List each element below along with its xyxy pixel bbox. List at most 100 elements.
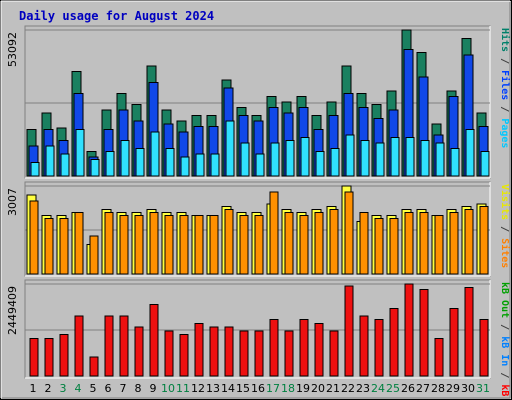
bar-pages-day-9 [150,131,160,177]
bar-pages-day-14 [225,120,235,177]
bar-pages-day-17 [270,142,280,177]
x-label-day-29: 29 [446,382,460,395]
bar-sites-day-28 [434,214,444,275]
bar-sites-day-10 [164,214,174,275]
bar-pages-day-29 [450,148,460,177]
bar-sites-day-22 [344,191,354,275]
bar-sites-day-8 [134,214,144,275]
bar-kbf-day-8 [134,326,144,377]
x-label-day-4: 4 [75,382,82,395]
bar-sites-day-18 [284,212,294,275]
bar-sites-day-31 [479,206,489,275]
bar-sites-day-16 [254,214,264,275]
legend-mid-item-1: / [499,220,510,238]
bar-sites-day-21 [329,209,339,275]
bar-sites-day-6 [104,212,114,275]
bar-kbf-day-7 [119,315,129,377]
bar-kbf-day-5 [89,356,99,377]
bar-pages-day-31 [480,150,490,177]
bar-pages-day-1 [30,161,40,177]
x-label-day-9: 9 [150,382,157,395]
bar-pages-day-8 [135,148,145,177]
x-label-day-11: 11 [176,382,190,395]
bar-kbf-day-25 [389,307,399,377]
x-label-day-24: 24 [371,382,385,395]
bar-kbf-day-13 [209,326,219,377]
bar-pages-day-3 [60,153,70,177]
bar-pages-day-20 [315,150,325,177]
bar-sites-day-13 [209,214,219,275]
bar-kbf-day-22 [344,285,354,377]
legend-mid-item-2: Sites [499,238,511,268]
bar-pages-day-23 [360,139,370,177]
panel-bot-ymax-label: 2449409 [6,286,19,335]
x-label-day-23: 23 [356,382,370,395]
bar-kbf-day-11 [179,334,189,377]
x-label-day-28: 28 [431,382,445,395]
panel-bot: 2449409 kB Out / kB In / kB F [6,279,510,400]
bar-sites-day-23 [359,212,369,275]
x-label-day-8: 8 [135,382,142,395]
bar-kbf-day-30 [464,287,474,377]
legend-top-item-0: Hits [499,28,511,52]
bar-pages-day-13 [210,153,220,177]
x-label-day-31: 31 [476,382,490,395]
x-label-day-17: 17 [266,382,280,395]
bar-pages-day-11 [180,156,190,177]
bar-sites-day-12 [194,214,204,275]
bar-kbf-day-15 [239,330,249,377]
x-label-day-22: 22 [341,382,355,395]
legend-top-item-2: Files [499,70,511,100]
x-label-day-14: 14 [221,382,235,395]
bar-sites-day-11 [179,214,189,275]
bar-kbf-day-19 [299,319,309,377]
x-label-day-18: 18 [281,382,295,395]
legend-bot-item-1: / [499,318,510,336]
panel-mid-ymax-label: 3007 [6,188,19,216]
bar-kbf-day-9 [149,304,159,377]
legend-bot-item-0: kB Out [499,282,510,318]
chart-title: Daily usage for August 2024 [19,9,214,23]
x-label-day-21: 21 [326,382,340,395]
legend-top-item-4: Pages [499,118,510,148]
bar-kbf-day-29 [449,307,459,377]
bar-sites-day-3 [59,217,69,275]
legend-top-item-3: / [499,100,510,118]
bar-sites-day-17 [269,191,279,275]
x-axis-labels: 1 2 3 4 5 6 7 8 9 10 11 12 13 14 15 16 17 18 19 20 21 22 23 24 2… [30,382,491,395]
x-label-day-26: 26 [401,382,415,395]
bar-pages-day-19 [300,137,310,177]
x-label-day-12: 12 [191,382,205,395]
bar-pages-day-15 [240,142,250,177]
legend-mid-item-0: Visits [499,184,511,220]
bar-kbf-day-27 [419,289,429,377]
panel-top-ymax-label: 53092 [6,32,19,67]
legend-top-item-1: / [499,52,510,70]
x-label-day-19: 19 [296,382,310,395]
bar-pages-day-30 [465,128,475,177]
bar-kbf-day-20 [314,322,324,377]
x-label-day-25: 25 [386,382,400,395]
bar-kbf-day-31 [479,319,489,377]
bar-kbf-day-26 [404,283,414,377]
bar-sites-day-30 [464,209,474,275]
legend-bot-item-2: kB In [499,336,510,366]
bar-pages-day-7 [120,139,130,177]
bar-sites-day-27 [419,212,429,275]
bar-pages-day-27 [420,139,430,177]
bar-pages-day-2 [45,145,55,177]
bar-kbf-day-18 [284,330,294,377]
x-label-day-1: 1 [30,382,37,395]
bar-kbf-day-1 [29,337,39,377]
panels-group: 53092 Hits / Files / Pages 3007 Visits / Si… [6,25,511,400]
x-label-day-10: 10 [161,382,175,395]
bar-sites-day-25 [389,217,399,275]
bar-kbf-day-12 [194,322,204,377]
bar-sites-day-20 [314,212,324,275]
x-label-day-5: 5 [90,382,97,395]
bar-sites-day-14 [224,209,234,275]
x-label-day-20: 20 [311,382,325,395]
bar-sites-day-24 [374,217,384,275]
